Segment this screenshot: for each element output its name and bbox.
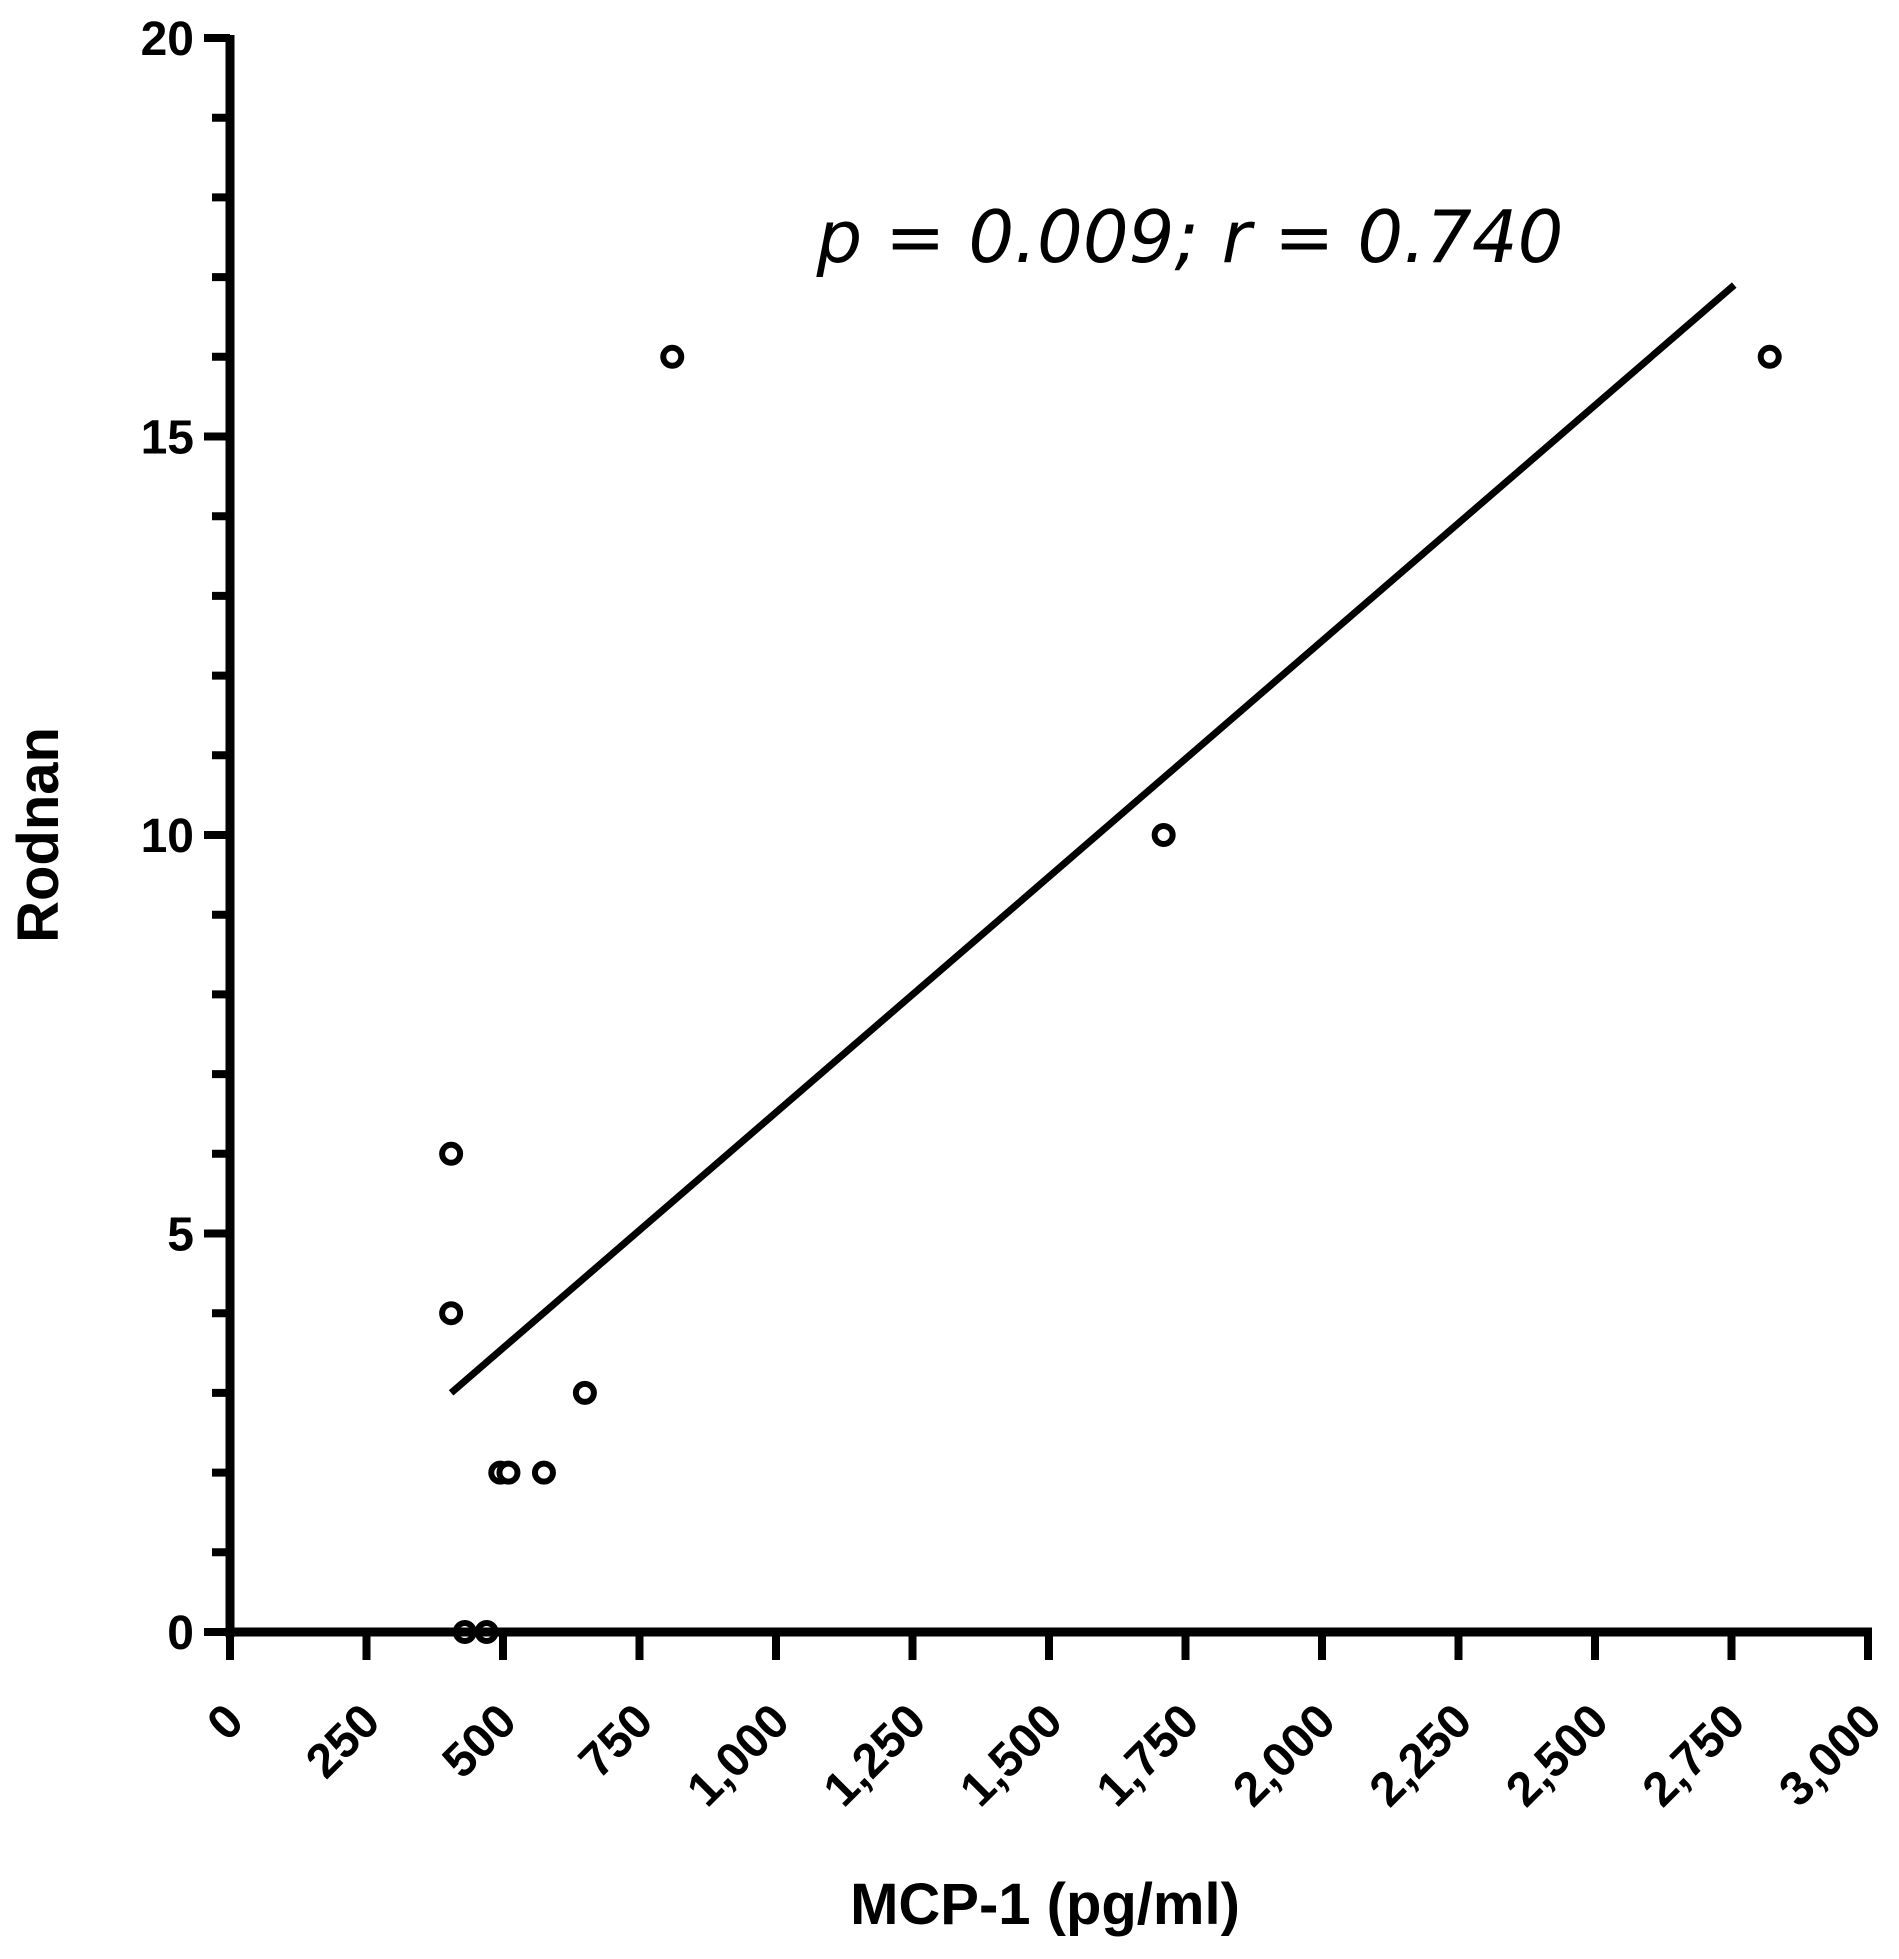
x-tick-label: 2,250 [1360, 1694, 1482, 1816]
regression-line [448, 282, 1737, 1396]
marks-layer [439, 282, 1782, 1644]
x-tick-label: 500 [433, 1694, 527, 1788]
x-tick-label: 2,500 [1496, 1694, 1618, 1816]
data-point [1151, 823, 1176, 847]
x-tick-label: 3,000 [1769, 1694, 1891, 1816]
correlation-annotation: p = 0.009; r = 0.740 [816, 195, 1564, 279]
x-tick-label: 1,750 [1087, 1694, 1209, 1816]
x-tick-label: 1,000 [677, 1694, 799, 1816]
x-axis-title: MCP-1 (pg/ml) [850, 1872, 1240, 1937]
data-point [1757, 344, 1782, 369]
data-point [439, 1301, 464, 1326]
data-point [572, 1380, 597, 1405]
y-tick-label: 10 [141, 810, 194, 863]
data-point [496, 1460, 521, 1485]
x-tick-label: 2,000 [1223, 1694, 1345, 1816]
x-tick-label: 0 [197, 1694, 253, 1750]
x-tick-label: 2,750 [1633, 1694, 1755, 1816]
x-tick-label: 1,250 [814, 1694, 936, 1816]
data-point [439, 1141, 464, 1166]
x-tick-label: 250 [296, 1694, 390, 1788]
y-tick-label: 20 [141, 13, 194, 66]
data-point [660, 344, 685, 369]
y-axis-title: Rodnan [6, 727, 71, 943]
y-tick-label: 0 [167, 1607, 194, 1660]
x-tick-label: 1,500 [950, 1694, 1072, 1816]
y-tick-label: 15 [141, 412, 194, 465]
data-point [531, 1460, 556, 1485]
x-tick-label: 750 [569, 1694, 663, 1788]
y-tick-label: 5 [167, 1209, 194, 1262]
